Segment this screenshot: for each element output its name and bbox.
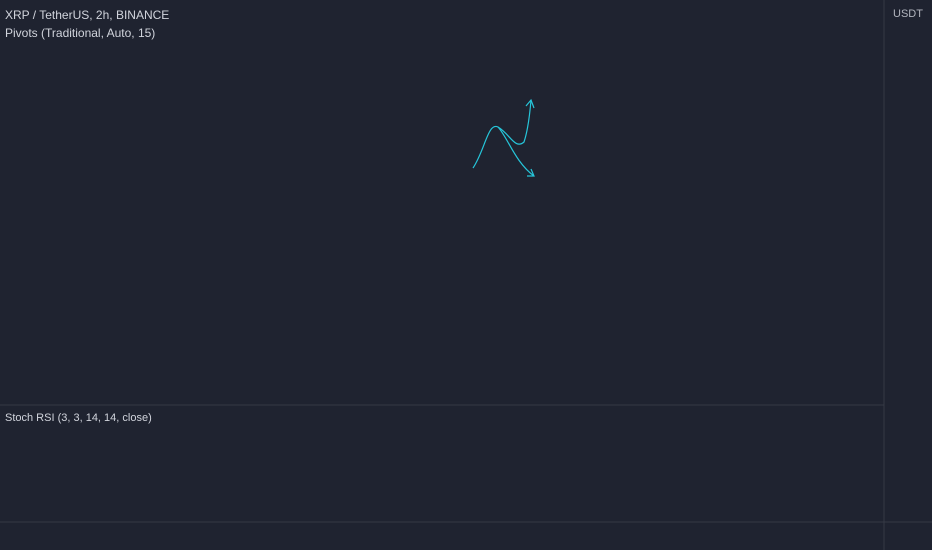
stoch-title: Stoch RSI (3, 3, 14, 14, close)	[5, 412, 152, 424]
currency: USDT	[893, 8, 923, 20]
arrow-head	[527, 168, 535, 177]
indicator-title: Pivots (Traditional, Auto, 15)	[5, 26, 155, 40]
projection-down	[497, 126, 535, 177]
arrow-head	[525, 98, 535, 109]
symbol-title: XRP / TetherUS, 2h, BINANCE	[5, 8, 169, 22]
projection-up	[472, 99, 532, 169]
